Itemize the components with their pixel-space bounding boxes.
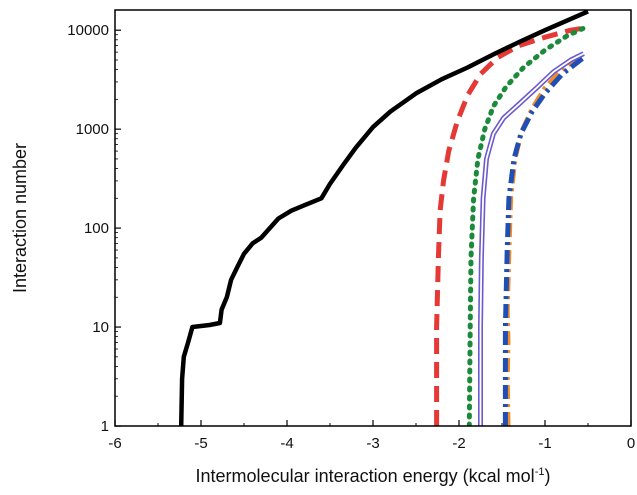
- black-solid-series: [178, 10, 589, 426]
- x-tick-label: -1: [538, 435, 551, 452]
- x-tick-label: -2: [452, 435, 465, 452]
- x-tick-label: -6: [108, 435, 121, 452]
- x-tick-label: 0: [627, 435, 635, 452]
- red-dashed-series: [434, 25, 585, 426]
- x-tick-label: -5: [194, 435, 207, 452]
- blue-dashdot-series: [502, 55, 586, 426]
- green-dotted-series: [466, 25, 587, 426]
- tick-layer: -6 -5 -4 -3 -2 -1 0 1 10 100 1000 10000: [67, 22, 635, 452]
- x-axis-title: Intermolecular interaction energy (kcal …: [196, 466, 551, 486]
- y-tick-label: 10000: [67, 22, 109, 39]
- y-tick-label: 1: [101, 418, 109, 435]
- y-axis-title: Interaction number: [10, 143, 30, 293]
- y-tick-label: 1000: [76, 121, 109, 138]
- purple-double-series: [478, 51, 585, 426]
- x-tick-label: -3: [366, 435, 379, 452]
- purple-double-series-inner: [479, 52, 585, 426]
- orange-dashdot-series: [504, 51, 586, 426]
- y-tick-label: 10: [92, 319, 109, 336]
- series-layer: [178, 10, 589, 426]
- x-tick-label: -4: [280, 435, 293, 452]
- y-tick-label: 100: [84, 220, 109, 237]
